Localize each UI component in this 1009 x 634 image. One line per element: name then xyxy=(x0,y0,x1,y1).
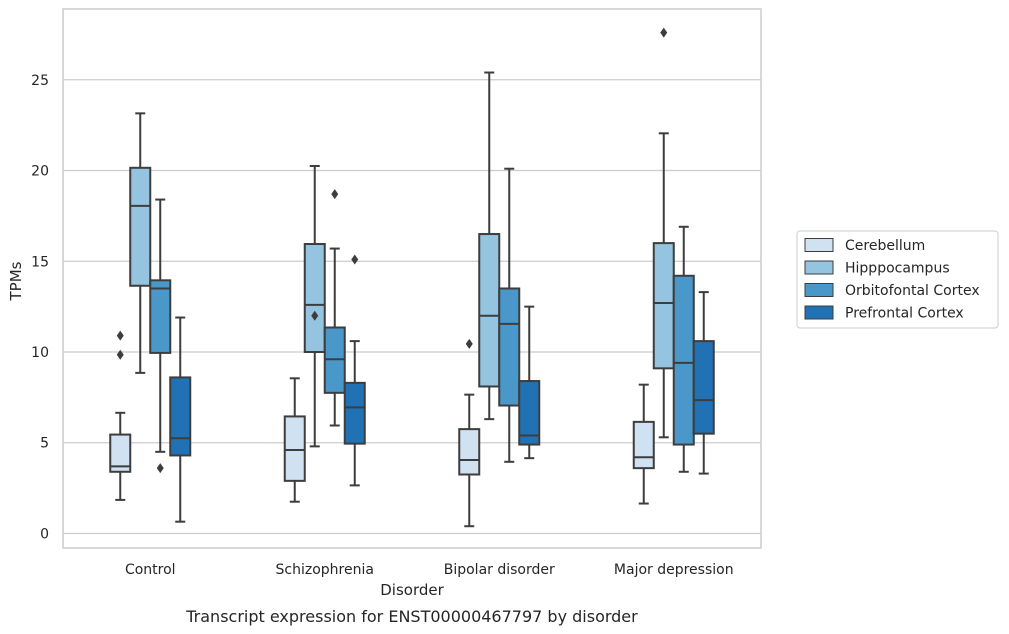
y-tick-label: 10 xyxy=(31,345,49,361)
y-tick-label: 5 xyxy=(40,436,49,452)
legend-label: Hipppocampus xyxy=(845,261,950,277)
box-group xyxy=(632,383,655,505)
box-group xyxy=(129,112,152,374)
legend-label: Prefrontal Cortex xyxy=(845,306,964,322)
box-iqr xyxy=(303,243,326,354)
box-iqr xyxy=(343,381,366,445)
box-group xyxy=(303,164,326,448)
box-group xyxy=(283,377,306,503)
x-tick-label: Bipolar disorder xyxy=(444,562,555,578)
box-group xyxy=(343,254,366,487)
box-group xyxy=(109,330,132,501)
legend-swatch xyxy=(804,305,834,320)
box-group xyxy=(149,198,172,474)
box-group xyxy=(458,338,481,528)
box-iqr xyxy=(478,233,501,388)
outlier-point xyxy=(331,189,339,200)
y-axis-label: TPMs xyxy=(7,261,25,301)
outlier-point xyxy=(351,254,359,265)
legend-entries: Cerebellum Hipppocampus Orbitofontal Corte… xyxy=(804,238,980,322)
legend-frame xyxy=(796,230,999,329)
legend-swatch xyxy=(804,260,834,275)
box-iqr xyxy=(458,428,481,476)
outlier-point xyxy=(465,338,473,349)
box-group xyxy=(169,316,192,523)
outlier-point xyxy=(156,463,164,474)
legend-label: Orbitofontal Cortex xyxy=(845,283,980,299)
x-tick-label: Control xyxy=(125,562,176,578)
box-iqr xyxy=(692,340,715,435)
outlier-point xyxy=(116,330,124,341)
box-iqr xyxy=(109,433,132,473)
legend-swatch xyxy=(804,283,834,297)
y-tick-label: 20 xyxy=(31,164,49,180)
legend-label: Cerebellum xyxy=(845,238,925,254)
box-iqr xyxy=(632,420,655,470)
y-tick-label: 15 xyxy=(31,254,49,270)
box-group xyxy=(323,189,346,427)
box-iqr xyxy=(652,242,675,370)
x-axis-label: Disorder xyxy=(380,581,444,599)
x-tick-label: Schizophrenia xyxy=(276,562,374,578)
box-iqr xyxy=(129,166,152,287)
y-tick-label: 0 xyxy=(40,526,49,542)
y-tick-label: 25 xyxy=(31,73,49,89)
box-iqr xyxy=(169,376,192,457)
box-group xyxy=(498,167,521,463)
box-group xyxy=(672,225,695,473)
box-iqr xyxy=(518,380,541,446)
outlier-point xyxy=(311,310,319,321)
legend-swatch xyxy=(804,238,834,252)
outlier-point xyxy=(660,27,668,38)
x-tick-label: Major depression xyxy=(614,562,734,578)
box-iqr xyxy=(149,279,172,354)
boxes xyxy=(109,27,715,528)
plot-frame xyxy=(62,8,762,549)
box-iqr xyxy=(283,415,306,482)
box-group xyxy=(518,305,541,460)
box-iqr xyxy=(672,274,695,446)
y-tick-labels: 0 5 10 15 20 25 xyxy=(31,73,49,543)
x-tick-labels: Control Schizophrenia Bipolar disorder Majo… xyxy=(125,562,734,578)
outlier-point xyxy=(116,349,124,360)
chart-caption: Transcript expression for ENST0000046779… xyxy=(185,607,638,626)
legend: Cerebellum Hipppocampus Orbitofontal Corte… xyxy=(796,230,999,329)
box-iqr xyxy=(498,287,521,407)
box-group xyxy=(692,291,715,475)
